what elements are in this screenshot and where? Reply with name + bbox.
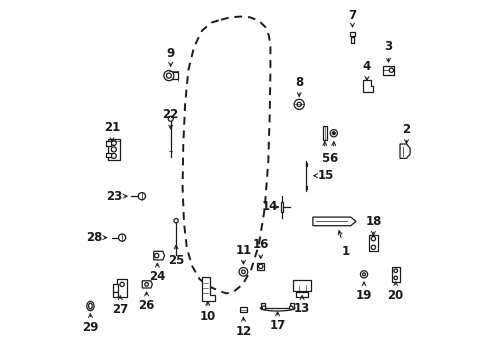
Text: 4: 4	[362, 60, 370, 73]
Bar	[350, 37, 353, 43]
Circle shape	[370, 237, 375, 241]
Ellipse shape	[88, 303, 92, 309]
Bar	[305, 186, 306, 189]
Text: 15: 15	[317, 169, 333, 182]
Ellipse shape	[87, 301, 94, 311]
Circle shape	[393, 276, 397, 280]
Bar	[382, 66, 393, 75]
Bar	[289, 303, 294, 309]
Circle shape	[258, 264, 263, 269]
Text: 13: 13	[293, 302, 309, 315]
Text: 24: 24	[149, 270, 165, 283]
Text: 10: 10	[199, 310, 216, 323]
Polygon shape	[363, 80, 373, 92]
Polygon shape	[202, 277, 215, 301]
Polygon shape	[153, 251, 164, 260]
Circle shape	[144, 283, 148, 286]
Circle shape	[111, 140, 116, 145]
Circle shape	[262, 306, 265, 310]
Circle shape	[393, 269, 397, 273]
Circle shape	[111, 147, 116, 152]
Text: 20: 20	[387, 289, 403, 302]
Circle shape	[289, 306, 292, 310]
Circle shape	[329, 130, 337, 137]
Bar	[261, 303, 265, 309]
Circle shape	[174, 219, 178, 223]
Text: 6: 6	[329, 152, 337, 165]
Circle shape	[239, 267, 247, 276]
Text: 8: 8	[294, 76, 303, 89]
Bar	[106, 153, 111, 157]
Polygon shape	[399, 144, 409, 158]
Text: 27: 27	[112, 303, 128, 316]
Text: 9: 9	[166, 47, 175, 60]
Text: 14: 14	[261, 201, 277, 213]
Bar	[281, 202, 282, 212]
Text: 17: 17	[269, 319, 285, 332]
Text: 23: 23	[106, 190, 122, 203]
Circle shape	[138, 193, 145, 200]
Circle shape	[120, 282, 124, 287]
Text: 3: 3	[384, 40, 392, 53]
Text: 29: 29	[82, 321, 99, 334]
Text: 21: 21	[103, 121, 120, 134]
Circle shape	[168, 116, 173, 121]
Text: 25: 25	[167, 255, 184, 267]
Text: 2: 2	[402, 123, 410, 136]
Circle shape	[294, 99, 304, 109]
Bar	[368, 235, 377, 251]
Bar	[391, 267, 399, 282]
Circle shape	[388, 68, 393, 72]
Bar	[305, 163, 306, 166]
Circle shape	[360, 271, 367, 278]
Bar	[322, 126, 326, 140]
Bar	[292, 280, 311, 291]
Bar	[108, 139, 120, 160]
Circle shape	[241, 270, 244, 274]
Text: 18: 18	[365, 215, 381, 228]
Text: 28: 28	[86, 231, 102, 244]
Circle shape	[111, 153, 116, 158]
Bar	[167, 72, 177, 79]
Circle shape	[296, 102, 301, 107]
Bar	[106, 141, 111, 146]
Bar	[239, 307, 246, 312]
Text: 1: 1	[341, 246, 348, 258]
Circle shape	[370, 245, 375, 249]
Bar	[349, 32, 354, 36]
Bar	[257, 263, 264, 270]
Circle shape	[166, 73, 171, 78]
Bar	[296, 292, 307, 297]
Text: 7: 7	[348, 9, 356, 22]
Text: 5: 5	[320, 152, 328, 165]
Polygon shape	[312, 217, 355, 226]
Text: 22: 22	[162, 108, 179, 121]
Circle shape	[154, 253, 159, 258]
Text: 12: 12	[235, 325, 251, 338]
Polygon shape	[142, 281, 152, 288]
Text: 11: 11	[235, 244, 251, 257]
Polygon shape	[113, 284, 118, 297]
Circle shape	[362, 273, 365, 276]
Text: 26: 26	[138, 299, 154, 312]
Bar	[117, 279, 127, 297]
Circle shape	[332, 132, 335, 135]
Circle shape	[118, 234, 125, 241]
Text: 16: 16	[252, 238, 268, 251]
Circle shape	[163, 71, 174, 81]
Text: 19: 19	[355, 289, 371, 302]
